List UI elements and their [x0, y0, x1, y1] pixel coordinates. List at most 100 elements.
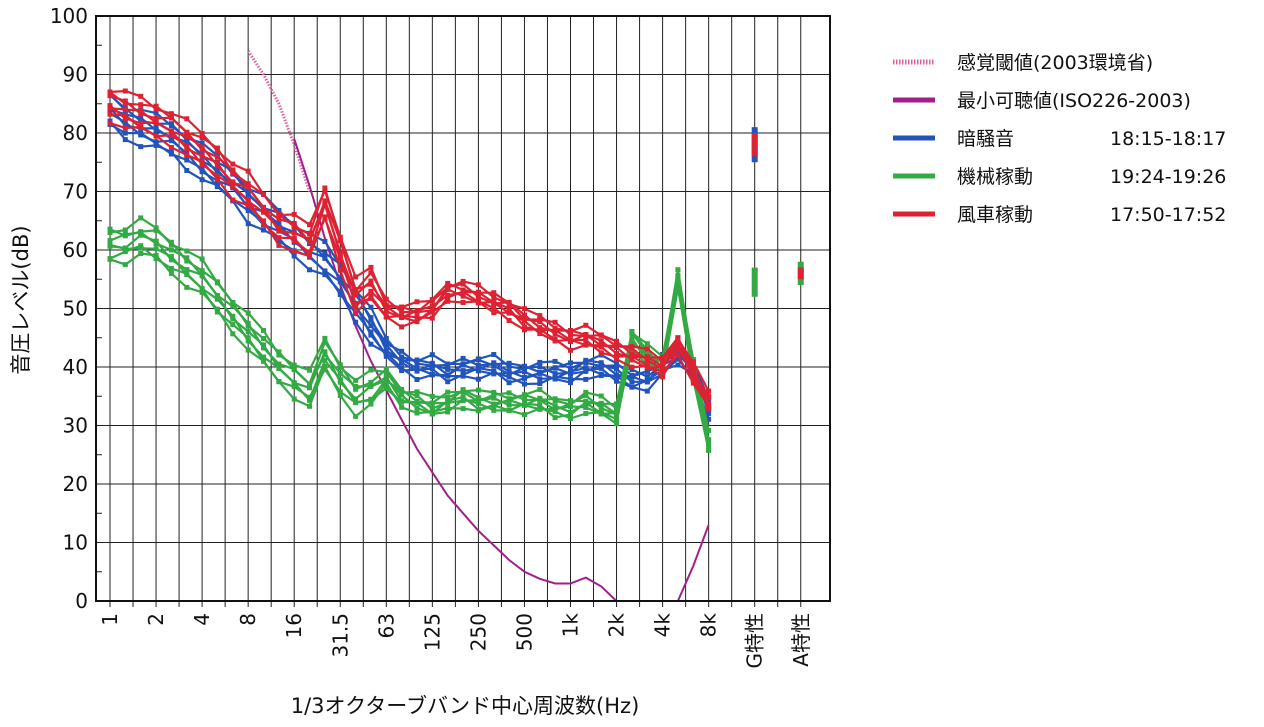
data-point — [337, 362, 343, 368]
data-point — [322, 349, 328, 355]
x-tick-label: A特性 — [789, 613, 813, 667]
data-point — [307, 367, 312, 373]
data-point — [199, 177, 205, 183]
plot-frame — [95, 15, 831, 602]
data-point — [122, 101, 128, 107]
data-point — [322, 366, 328, 372]
data-point — [168, 270, 174, 276]
data-point — [199, 256, 205, 262]
data-point — [429, 352, 435, 358]
data-point — [199, 273, 205, 279]
data-point — [445, 405, 451, 411]
data-point — [552, 328, 558, 334]
data-point — [322, 239, 328, 244]
data-point — [153, 225, 159, 231]
data-point — [506, 306, 512, 311]
data-point — [675, 362, 681, 368]
data-point — [291, 384, 297, 390]
data-point — [368, 317, 374, 323]
data-point — [353, 400, 359, 406]
data-point — [214, 280, 220, 286]
data-point — [245, 168, 251, 174]
data-point — [184, 143, 190, 149]
data-point — [307, 250, 312, 255]
data-point — [122, 125, 128, 131]
data-point — [506, 368, 512, 374]
x-tick-label: 125 — [420, 613, 444, 651]
data-point — [245, 347, 251, 353]
data-point — [506, 301, 512, 307]
data-point — [614, 351, 619, 356]
data-point — [429, 371, 435, 377]
data-point — [414, 358, 420, 364]
data-point — [214, 173, 220, 179]
data-point — [353, 274, 359, 280]
data-point — [414, 319, 420, 325]
data-point — [460, 398, 466, 404]
data-point — [261, 227, 266, 233]
data-point — [429, 400, 435, 406]
data-point — [491, 401, 497, 407]
data-point — [399, 309, 405, 315]
data-point — [245, 184, 251, 190]
data-point — [614, 421, 619, 427]
data-point — [644, 341, 650, 347]
data-point — [122, 106, 128, 112]
data-point — [491, 301, 497, 306]
data-point — [675, 267, 681, 273]
data-point — [552, 325, 558, 331]
data-point — [629, 384, 635, 390]
x-tick-label: 4k — [651, 613, 675, 638]
data-point — [383, 296, 389, 302]
data-point — [184, 272, 190, 278]
data-point — [291, 380, 297, 386]
data-point — [460, 368, 466, 374]
data-point — [598, 363, 604, 369]
data-point — [107, 105, 113, 111]
data-point — [552, 403, 558, 409]
data-point — [138, 102, 144, 108]
data-point — [107, 89, 113, 95]
data-point — [276, 208, 282, 213]
data-point — [307, 385, 312, 391]
data-point — [168, 145, 174, 150]
data-point — [337, 263, 343, 268]
data-point — [629, 379, 635, 385]
data-point — [153, 103, 159, 109]
data-point — [552, 407, 558, 413]
chart-weighted-markers — [751, 127, 804, 297]
data-point — [583, 389, 589, 395]
data-point — [660, 358, 666, 364]
data-point — [445, 389, 451, 395]
data-point — [706, 388, 712, 394]
data-point — [184, 267, 190, 273]
data-point — [491, 371, 497, 377]
data-point — [660, 354, 666, 360]
data-point — [184, 116, 190, 122]
data-point — [460, 372, 466, 378]
data-point — [184, 255, 190, 261]
data-point — [337, 393, 343, 398]
data-point — [537, 381, 543, 387]
data-point — [706, 410, 712, 416]
data-point — [629, 330, 635, 336]
data-point — [598, 393, 604, 399]
data-point — [414, 410, 420, 416]
data-point — [153, 110, 159, 116]
data-point — [706, 447, 712, 453]
data-point — [660, 374, 666, 380]
x-tick-label: G特性 — [743, 613, 767, 669]
data-point — [614, 412, 619, 418]
data-point — [429, 406, 435, 412]
data-point — [322, 272, 328, 278]
data-point — [522, 363, 527, 369]
data-point — [245, 202, 251, 208]
data-point — [568, 339, 573, 344]
data-point — [261, 205, 266, 211]
data-point — [153, 106, 159, 112]
data-point — [414, 389, 420, 395]
data-point — [629, 357, 635, 363]
series-0 — [246, 50, 311, 192]
data-point — [353, 413, 359, 419]
data-point — [138, 108, 144, 114]
